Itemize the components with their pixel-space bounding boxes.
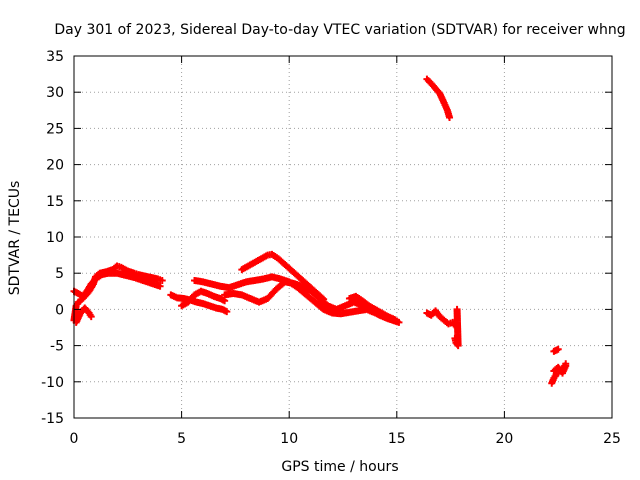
y-axis-label: SDTVAR / TECUs <box>7 181 23 296</box>
x-axis-label: GPS time / hours <box>281 459 398 475</box>
x-tick-label: 20 <box>495 431 513 447</box>
x-axis-ticks: 0 5 10 15 20 25 <box>70 56 621 447</box>
data-point <box>156 282 164 290</box>
series-arc-e <box>178 287 229 310</box>
y-axis-ticks: -15 -10 -5 0 5 10 15 20 25 30 35 <box>41 49 612 427</box>
y-tick-label: 0 <box>55 302 64 318</box>
data-points <box>70 75 570 387</box>
data-point <box>446 114 454 122</box>
y-tick-label: 10 <box>46 230 64 246</box>
x-tick-label: 5 <box>177 431 186 447</box>
grid <box>74 56 612 418</box>
y-tick-label: -5 <box>50 339 64 355</box>
x-tick-label: 10 <box>280 431 298 447</box>
data-point <box>158 276 166 284</box>
x-tick-label: 15 <box>388 431 406 447</box>
data-point <box>554 345 562 353</box>
y-tick-label: 5 <box>55 266 64 282</box>
y-tick-label: 35 <box>46 49 64 65</box>
y-tick-label: 20 <box>46 158 64 174</box>
series-arc-m <box>550 345 562 355</box>
series-arc-i <box>345 292 399 324</box>
data-point <box>223 308 231 316</box>
y-tick-label: 25 <box>46 121 64 137</box>
series-arc-j <box>423 75 454 122</box>
y-tick-label: 15 <box>46 194 64 210</box>
series-arc-l <box>451 305 462 350</box>
x-tick-label: 25 <box>603 431 621 447</box>
series-arc-o <box>550 362 570 377</box>
y-tick-label: 30 <box>46 85 64 101</box>
y-tick-label: -15 <box>41 411 64 427</box>
data-point <box>391 316 399 324</box>
series-arc-c <box>72 304 95 326</box>
data-point <box>453 305 461 313</box>
x-tick-label: 0 <box>70 431 79 447</box>
y-tick-label: -10 <box>41 375 64 391</box>
data-point <box>562 362 570 370</box>
chart-title: Day 301 of 2023, Sidereal Day-to-day VTE… <box>54 22 625 38</box>
data-point <box>87 313 95 321</box>
